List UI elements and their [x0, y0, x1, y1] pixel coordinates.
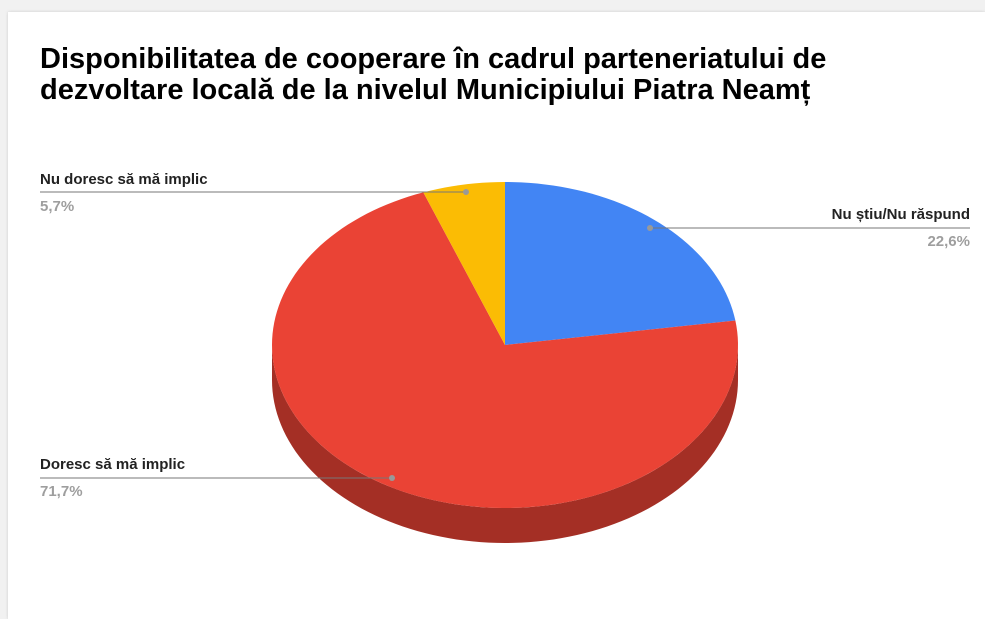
slice-label: Nu știu/Nu răspund [832, 206, 970, 223]
chart-title: Disponibilitatea de cooperare în cadrul … [40, 43, 827, 106]
leader-dot [389, 475, 395, 481]
slice [505, 182, 736, 345]
leader-dot [463, 189, 469, 195]
slice-label: Nu doresc să mă implic [40, 171, 208, 188]
slice-value-label: 71,7% [40, 483, 83, 500]
slice-value-label: 5,7% [40, 198, 74, 215]
slice [423, 182, 505, 345]
slice-value-label: 22,6% [927, 233, 970, 250]
slice [272, 192, 738, 508]
slice-side [272, 345, 738, 543]
leader-dot [647, 225, 653, 231]
slice-label: Doresc să mă implic [40, 456, 185, 473]
